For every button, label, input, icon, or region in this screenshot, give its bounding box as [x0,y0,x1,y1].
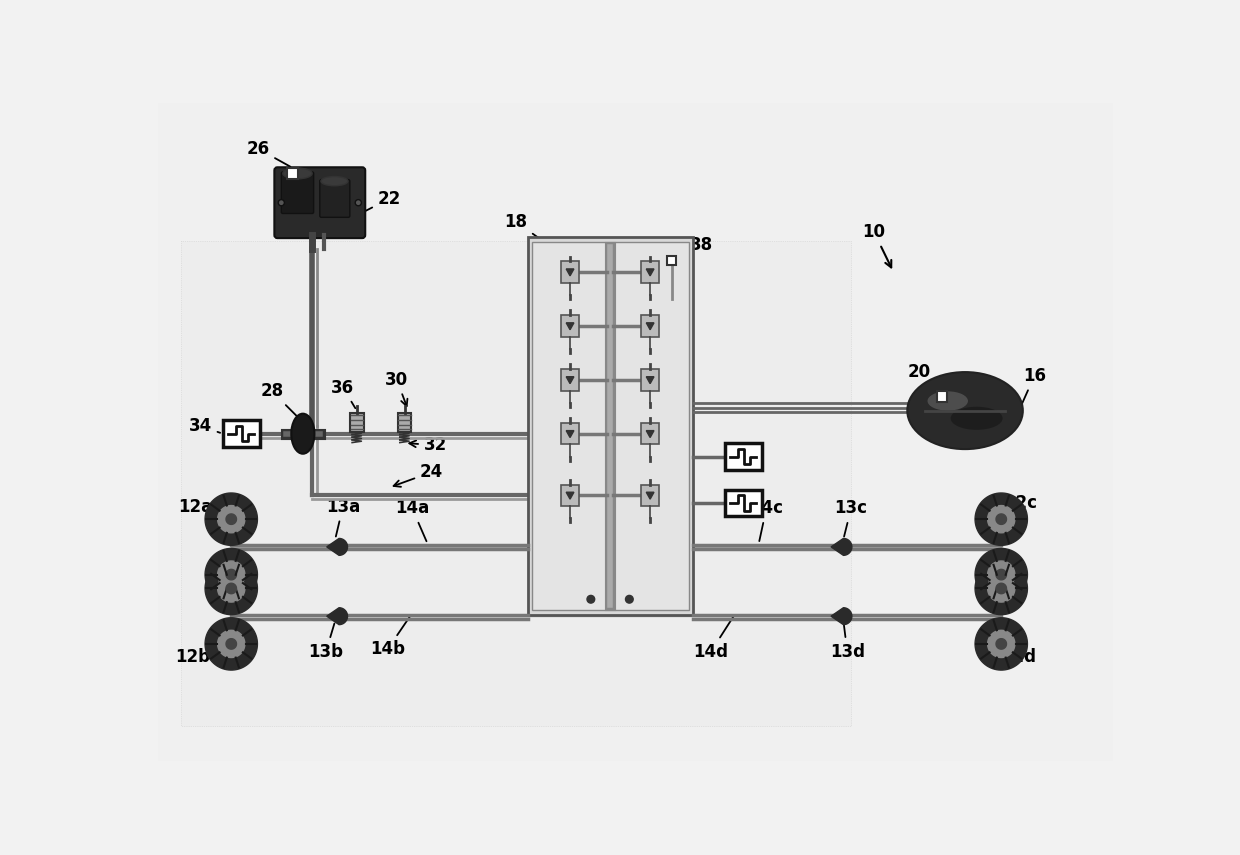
Text: 12c: 12c [1004,494,1037,517]
Polygon shape [226,583,237,593]
Polygon shape [831,608,852,625]
Text: 14c: 14c [750,499,782,541]
Bar [350,412,363,432]
Text: 36: 36 [331,379,356,408]
FancyBboxPatch shape [281,172,314,214]
Polygon shape [975,617,1028,670]
Text: 22: 22 [357,190,401,215]
Text: 28: 28 [260,382,301,420]
Bar [641,369,660,391]
Bar [667,256,676,265]
Polygon shape [987,575,1014,602]
Bar [641,485,660,506]
Text: 13a: 13a [326,498,360,536]
Text: 30: 30 [386,371,408,406]
Polygon shape [831,539,852,556]
Polygon shape [205,617,258,670]
Bar [560,369,579,391]
Polygon shape [987,630,1014,657]
Bar [725,490,761,516]
Polygon shape [987,505,1014,533]
Polygon shape [205,548,258,601]
Text: 10: 10 [863,223,892,268]
Polygon shape [567,377,574,384]
Text: 13d: 13d [830,623,864,661]
Polygon shape [646,492,653,499]
Polygon shape [326,608,347,625]
Polygon shape [996,514,1007,524]
Text: 13b: 13b [309,623,343,661]
Polygon shape [218,561,244,588]
Polygon shape [567,323,574,330]
Bar [560,485,579,506]
Text: 26: 26 [247,140,290,167]
Polygon shape [646,431,653,438]
Polygon shape [226,639,237,649]
Bar [641,315,660,337]
Polygon shape [226,514,237,524]
Text: 12a: 12a [177,498,219,517]
Bar [528,238,693,615]
Polygon shape [646,377,653,384]
Polygon shape [987,561,1014,588]
Text: 32: 32 [409,436,446,454]
Polygon shape [975,548,1028,601]
Ellipse shape [928,392,968,410]
Ellipse shape [283,168,312,179]
Text: 24: 24 [393,463,443,486]
Circle shape [625,595,634,603]
Text: 18: 18 [505,213,548,245]
Ellipse shape [908,372,1023,449]
Ellipse shape [321,176,348,186]
Polygon shape [205,493,258,545]
Bar [641,262,660,283]
Polygon shape [218,505,244,533]
Ellipse shape [291,414,315,454]
Bar [936,392,947,402]
Polygon shape [975,493,1028,545]
Polygon shape [996,583,1007,593]
Bar [532,242,688,610]
Bar [288,168,299,179]
Bar [560,315,579,337]
Text: 14a: 14a [396,499,429,541]
Ellipse shape [951,407,1003,430]
Bar [641,423,660,445]
Polygon shape [567,431,574,438]
Text: 38: 38 [675,236,713,256]
Polygon shape [567,492,574,499]
Text: 14d: 14d [693,616,734,661]
Polygon shape [646,269,653,276]
Text: 34: 34 [188,417,221,435]
Bar [398,412,412,432]
Bar [560,423,579,445]
Circle shape [278,199,284,206]
Circle shape [587,595,595,603]
Circle shape [355,199,361,206]
Polygon shape [205,563,258,615]
Text: 12b: 12b [175,644,217,666]
Bar [725,444,761,470]
Text: 13c: 13c [835,499,868,536]
Text: 16: 16 [1021,367,1045,408]
Text: 20: 20 [908,363,940,395]
Bar [560,262,579,283]
Polygon shape [996,639,1007,649]
Polygon shape [226,569,237,580]
Polygon shape [218,575,244,602]
Bar [181,241,851,726]
Text: 12d: 12d [1002,642,1037,666]
Polygon shape [646,323,653,330]
Polygon shape [996,569,1007,580]
Bar [223,420,259,447]
FancyBboxPatch shape [274,168,366,239]
FancyBboxPatch shape [320,180,350,217]
Polygon shape [326,539,347,556]
Text: 14b: 14b [370,616,410,658]
Polygon shape [218,630,244,657]
Polygon shape [567,269,574,276]
Polygon shape [975,563,1028,615]
